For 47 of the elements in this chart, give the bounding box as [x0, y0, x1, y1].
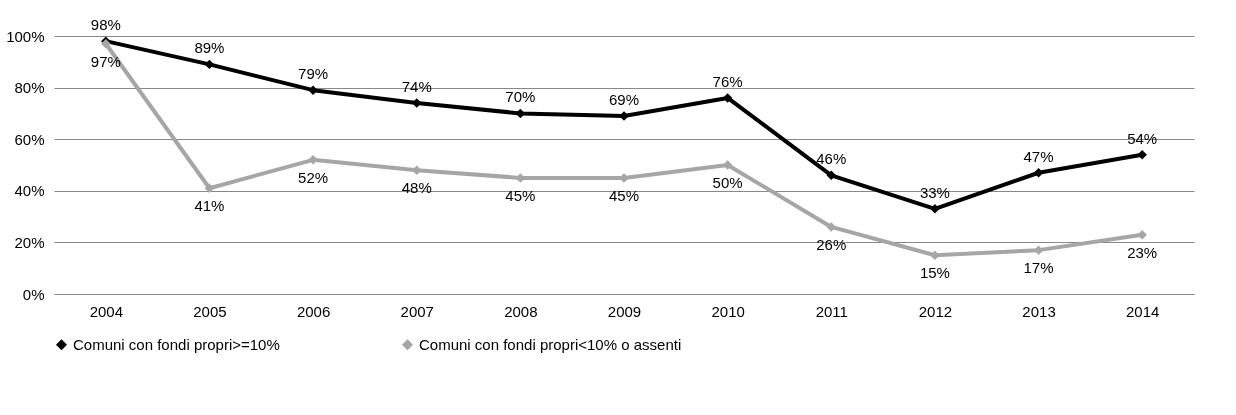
data-label: 45% [608, 186, 640, 204]
point [1137, 149, 1147, 160]
data-label: 26% [816, 235, 847, 253]
legend-label: Comuni con fondi propri>=10% [73, 335, 280, 353]
y-tick-label: 0% [22, 285, 45, 303]
data-label: 46% [816, 150, 847, 168]
data-label: 74% [401, 78, 432, 96]
point [204, 183, 215, 193]
data-label: 50% [712, 174, 743, 191]
data-label: 15% [919, 264, 950, 282]
legend-label: Comuni con fondi propri<10% o assenti [419, 335, 682, 353]
y-tick-label: 80% [14, 79, 45, 97]
x-tick-label: 2014 [1125, 302, 1160, 320]
data-label: 41% [194, 197, 225, 215]
data-label: 48% [401, 179, 432, 197]
y-tick-label: 100% [6, 27, 45, 45]
data-label: 98% [90, 16, 121, 34]
x-tick-label: 2011 [815, 302, 848, 320]
x-tick-label: 2012 [918, 302, 953, 320]
data-label: 79% [298, 65, 329, 83]
y-tick-label: 20% [14, 233, 45, 251]
point [204, 59, 215, 70]
x-tick-label: 2009 [607, 302, 642, 320]
data-label: 47% [1023, 147, 1054, 165]
data-label: 54% [1127, 129, 1158, 147]
data-label: 33% [919, 183, 950, 201]
data-label: 23% [1127, 243, 1158, 261]
x-tick-label: 2007 [400, 302, 434, 320]
data-label: 76% [712, 72, 743, 90]
x-tick-label: 2005 [193, 302, 227, 320]
data-label: 70% [505, 88, 536, 106]
x-tick-label: 2006 [296, 302, 331, 320]
x-tick-label: 2013 [1022, 302, 1056, 320]
data-label: 89% [194, 39, 225, 57]
y-tick-label: 40% [14, 182, 45, 200]
point [1137, 229, 1147, 240]
x-tick-label: 2010 [711, 302, 745, 320]
x-tick-label: 2004 [89, 302, 124, 320]
data-label: 17% [1023, 259, 1054, 277]
data-label: 45% [505, 186, 536, 204]
x-tick-label: 2008 [504, 302, 538, 320]
data-label: 52% [298, 168, 329, 186]
point [826, 170, 837, 181]
point [308, 85, 318, 95]
y-tick-label: 60% [14, 130, 45, 148]
data-label: 69% [608, 90, 640, 108]
data-label: 97% [90, 52, 121, 70]
